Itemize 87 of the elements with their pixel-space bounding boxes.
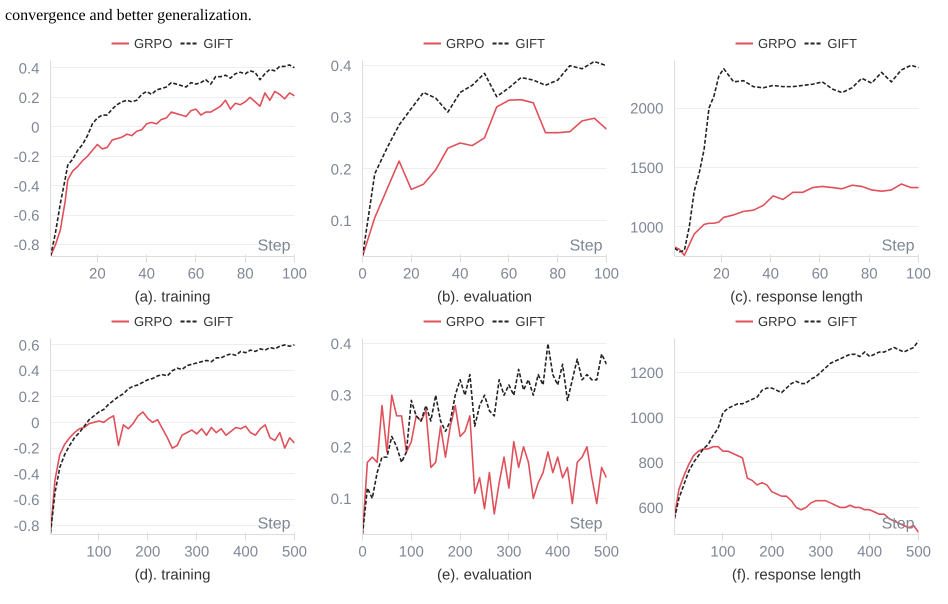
x-axis-title: Step bbox=[258, 516, 291, 532]
x-tick-label: 40 bbox=[762, 266, 779, 282]
x-tick-label: 500 bbox=[594, 544, 620, 560]
y-tick-label: 1000 bbox=[630, 219, 664, 236]
legend-label: GIFT bbox=[515, 314, 545, 328]
y-tick-label: 0.3 bbox=[330, 110, 352, 127]
text: (e). evaluation bbox=[436, 566, 532, 584]
x-tick-label: 60 bbox=[500, 266, 518, 282]
x-tick-label: 80 bbox=[860, 266, 878, 282]
y-tick-label: 0.1 bbox=[330, 490, 352, 508]
y-tick-label: -0.8 bbox=[14, 237, 40, 254]
y-tick-label: 0.3 bbox=[330, 388, 352, 405]
x-tick-label: 100 bbox=[282, 266, 308, 282]
x-axis-title: Step bbox=[882, 238, 915, 254]
y-tick-label: 2000 bbox=[630, 100, 664, 118]
legend-label: GIFT bbox=[203, 314, 233, 328]
legend-label: GRPO bbox=[758, 314, 796, 328]
x-tick-label: 0 bbox=[358, 544, 367, 560]
x-tick-label: 300 bbox=[184, 544, 210, 560]
x-tick-label: 20 bbox=[88, 266, 106, 282]
x-tick-label: 300 bbox=[496, 544, 522, 560]
x-axis-title: Step bbox=[570, 516, 603, 532]
text: (d). training bbox=[134, 566, 210, 584]
legend-label: GIFT bbox=[515, 36, 545, 50]
x-tick-label: 400 bbox=[857, 544, 882, 560]
x-tick-label: 200 bbox=[448, 544, 473, 560]
legend-label: GRPO bbox=[134, 314, 172, 328]
x-tick-label: 100 bbox=[86, 544, 112, 560]
x-tick-label: 40 bbox=[452, 266, 468, 282]
x-tick-label: 100 bbox=[594, 266, 620, 282]
legend-label: GRPO bbox=[758, 36, 796, 50]
y-tick-label: -0.4 bbox=[14, 178, 40, 196]
y-tick-label: 0.6 bbox=[18, 337, 40, 354]
text: (b). evaluation bbox=[436, 288, 532, 306]
x-tick-label: 100 bbox=[710, 544, 736, 560]
x-tick-label: 20 bbox=[712, 266, 730, 282]
y-tick-label: 0.4 bbox=[18, 60, 40, 78]
y-tick-label: 0.4 bbox=[18, 363, 40, 380]
y-tick-label: -0.2 bbox=[14, 148, 40, 166]
legend-label: GRPO bbox=[134, 36, 172, 50]
y-tick-label: 0.1 bbox=[330, 212, 352, 230]
x-tick-label: 200 bbox=[135, 544, 160, 560]
x-tick-label: 300 bbox=[808, 544, 834, 560]
y-tick-label: 0.2 bbox=[330, 161, 352, 178]
text: (a). training bbox=[134, 288, 210, 306]
x-tick-label: 20 bbox=[402, 266, 420, 282]
y-tick-label: -0.8 bbox=[14, 518, 40, 535]
x-tick-label: 400 bbox=[233, 544, 258, 560]
y-tick-label: 0.2 bbox=[18, 90, 40, 107]
y-tick-label: 0 bbox=[31, 119, 40, 136]
legend-label: GRPO bbox=[446, 314, 484, 328]
legend-label: GIFT bbox=[827, 314, 857, 328]
y-tick-label: 0.2 bbox=[18, 389, 40, 406]
y-tick-label: 0 bbox=[31, 414, 40, 432]
y-tick-label: -0.6 bbox=[14, 208, 40, 225]
x-tick-label: 200 bbox=[759, 544, 784, 560]
text: convergence and better generalization. bbox=[5, 6, 252, 26]
x-tick-label: 500 bbox=[282, 544, 308, 560]
y-tick-label: 800 bbox=[638, 454, 664, 472]
legend-label: GIFT bbox=[827, 36, 857, 50]
x-axis-title: Step bbox=[570, 238, 603, 254]
y-tick-label: 1200 bbox=[630, 364, 664, 382]
y-tick-label: 1000 bbox=[630, 410, 664, 427]
y-tick-label: 0.4 bbox=[330, 58, 352, 76]
x-tick-label: 40 bbox=[138, 266, 155, 282]
y-tick-label: 0.4 bbox=[330, 336, 352, 354]
text: (c). response length bbox=[730, 288, 863, 306]
x-tick-label: 400 bbox=[545, 544, 570, 560]
x-tick-label: 60 bbox=[188, 266, 204, 282]
x-axis-title: Step bbox=[258, 238, 291, 254]
x-tick-label: 80 bbox=[236, 266, 254, 282]
x-tick-label: 100 bbox=[398, 544, 424, 560]
y-tick-label: -0.6 bbox=[14, 492, 40, 510]
x-tick-label: 60 bbox=[812, 266, 828, 282]
y-tick-label: -0.2 bbox=[14, 440, 40, 458]
y-tick-label: 600 bbox=[638, 500, 664, 517]
x-tick-label: 100 bbox=[906, 266, 932, 282]
x-tick-label: 0 bbox=[358, 266, 367, 282]
line-series bbox=[674, 64, 918, 253]
legend-label: GRPO bbox=[446, 36, 484, 50]
legend-label: GIFT bbox=[203, 36, 233, 50]
text: (f). response length bbox=[732, 566, 862, 584]
y-tick-label: -0.4 bbox=[14, 466, 40, 484]
x-tick-label: 80 bbox=[549, 266, 566, 282]
x-tick-label: 500 bbox=[906, 544, 932, 560]
y-tick-label: 0.2 bbox=[330, 439, 352, 456]
y-tick-label: 1500 bbox=[630, 160, 664, 177]
